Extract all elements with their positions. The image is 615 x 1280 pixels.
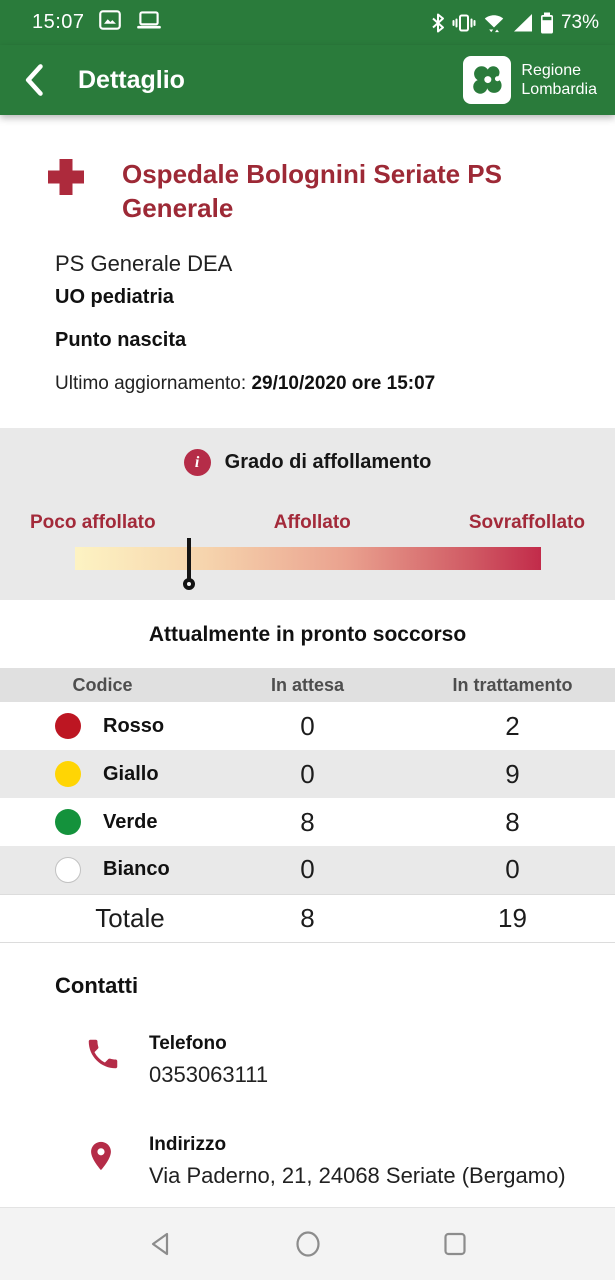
crowding-title: Grado di affollamento <box>224 451 432 473</box>
col-header-in-trattamento: In trattamento <box>410 668 615 702</box>
crowding-scale-labels: Poco affollato Affollato Sovraffollato <box>30 512 585 534</box>
last-update-value: 29/10/2020 ore 15:07 <box>251 373 436 394</box>
total-treatment: 19 <box>410 893 615 943</box>
bianco-dot-icon <box>55 856 81 883</box>
phone-label: Telefono <box>149 1032 227 1054</box>
rosa-camuna-icon <box>463 56 512 104</box>
giallo-treatment: 9 <box>410 750 615 798</box>
label-poco-affollato: Poco affollato <box>30 512 156 533</box>
crowding-panel: i Grado di affollamento Poco affollato A… <box>0 428 615 600</box>
regione-lombardia-logo: Regione Lombardia <box>463 56 597 104</box>
crowding-marker <box>183 538 196 590</box>
col-header-codice: Codice <box>0 668 205 702</box>
nav-recents-button[interactable] <box>442 1230 468 1258</box>
page-title: Dettaglio <box>78 65 185 94</box>
screenshot-icon <box>97 7 123 38</box>
logo-text-line2: Lombardia <box>521 81 597 98</box>
contacts-section: Contatti Telefono 0353063111 Indirizzo V… <box>0 943 615 1189</box>
phone-contact-item[interactable]: Telefono 0353063111 <box>55 1033 575 1088</box>
nav-home-button[interactable] <box>294 1230 322 1258</box>
app-header: Dettaglio Regione Lombardia <box>0 45 615 115</box>
label-sovraffollato: Sovraffollato <box>468 512 585 533</box>
giallo-dot-icon <box>55 761 81 787</box>
wifi-icon <box>481 11 507 35</box>
address-value: Via Paderno, 21, 24068 Seriate (Bergamo) <box>149 1162 566 1188</box>
hospital-heading: Ospedale Bolognini Seriate PS Generale <box>0 115 615 225</box>
back-button[interactable] <box>22 60 56 100</box>
clock: 15:07 <box>32 11 85 33</box>
hospital-name: Ospedale Bolognini Seriate PS Generale <box>122 159 502 223</box>
hospital-info: PS Generale DEA UO pediatria Punto nasci… <box>0 225 615 395</box>
bianco-waiting: 0 <box>205 846 410 894</box>
rosso-waiting: 0 <box>300 710 315 741</box>
table-row-giallo: Giallo 0 9 <box>0 750 615 798</box>
last-update: Ultimo aggiornamento: 29/10/2020 ore 15:… <box>55 373 615 395</box>
last-update-label: Ultimo aggiornamento: <box>55 373 252 394</box>
hospital-unit: UO pediatria <box>55 286 174 308</box>
code-label: Bianco <box>103 858 170 881</box>
info-icon[interactable]: i <box>183 449 211 476</box>
verde-dot-icon <box>55 809 81 835</box>
giallo-waiting: 0 <box>205 750 410 798</box>
total-waiting: 8 <box>205 893 410 943</box>
logo-text-line1: Regione <box>521 62 581 79</box>
battery-icon <box>539 10 555 36</box>
nav-back-button[interactable] <box>148 1230 174 1258</box>
code-label: Giallo <box>103 762 159 785</box>
label-affollato: Affollato <box>273 512 351 533</box>
contacts-title: Contatti <box>55 972 139 998</box>
table-row-totale: Totale 8 19 <box>0 893 615 943</box>
er-table: Codice In attesa In trattamento Rosso 0 … <box>0 668 615 943</box>
phone-icon <box>84 1033 122 1088</box>
red-cross-icon <box>46 157 86 202</box>
code-label: Rosso <box>103 714 165 737</box>
hospital-type: PS Generale DEA <box>55 251 233 276</box>
hospital-feature: Punto nascita <box>55 329 187 351</box>
code-label: Verde <box>103 810 158 833</box>
table-row-rosso: Rosso 0 2 <box>0 702 615 750</box>
android-nav-bar <box>0 1207 615 1280</box>
status-bar: 15:07 73% <box>0 0 615 45</box>
total-label: Totale <box>0 893 205 943</box>
laptop-icon <box>135 7 163 38</box>
address-label: Indirizzo <box>149 1133 227 1155</box>
bianco-treatment: 0 <box>410 846 615 894</box>
battery-percent: 73% <box>560 11 599 33</box>
location-pin-icon <box>84 1134 122 1189</box>
crowding-marker-line <box>187 538 192 579</box>
er-section-title: Attualmente in pronto soccorso <box>148 623 467 646</box>
verde-treatment: 8 <box>505 806 520 837</box>
table-row-verde: Verde 8 8 <box>0 798 615 846</box>
address-contact-item[interactable]: Indirizzo Via Paderno, 21, 24068 Seriate… <box>55 1134 575 1189</box>
signal-icon <box>511 11 535 35</box>
vibrate-icon <box>451 11 477 35</box>
rosso-treatment: 2 <box>505 710 520 741</box>
er-table-header-row: Codice In attesa In trattamento <box>0 668 615 702</box>
verde-waiting: 8 <box>300 806 315 837</box>
table-row-bianco: Bianco 0 0 <box>0 846 615 894</box>
bluetooth-icon <box>429 11 447 35</box>
phone-number: 0353063111 <box>149 1061 269 1087</box>
rosso-dot-icon <box>55 713 81 739</box>
crowding-gradient-bar <box>75 547 541 570</box>
crowding-marker-ring <box>183 578 196 590</box>
col-header-in-attesa: In attesa <box>205 668 410 702</box>
